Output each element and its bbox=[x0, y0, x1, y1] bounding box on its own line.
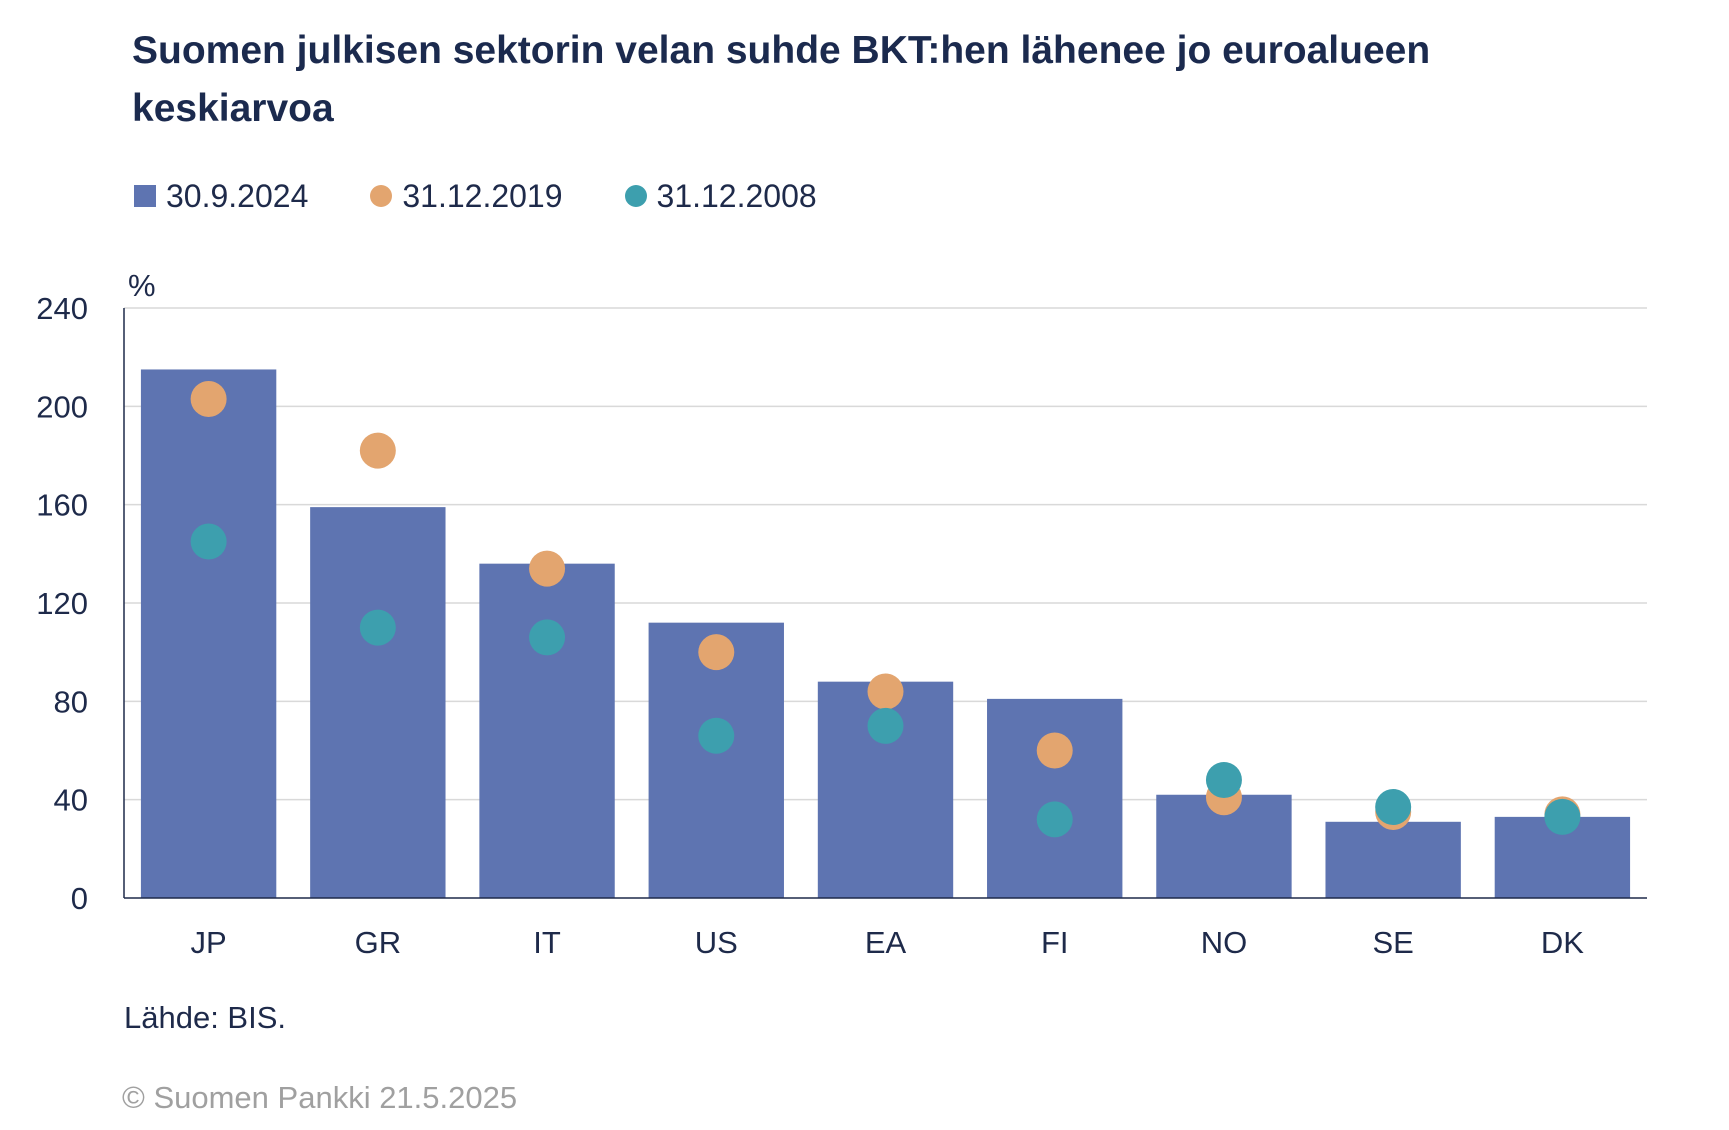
dot-2008-no bbox=[1205, 762, 1242, 798]
y-tick-label-0: 0 bbox=[71, 881, 88, 916]
y-tick-label-120: 120 bbox=[36, 586, 88, 621]
legend-label-2024: 30.9.2024 bbox=[166, 177, 309, 214]
x-tick-label-dk: DK bbox=[1541, 925, 1584, 960]
legend-label-2019: 31.12.2019 bbox=[402, 177, 563, 214]
legend-item-2008: 31.12.2008 bbox=[624, 177, 817, 215]
legend-swatch-2024 bbox=[134, 185, 156, 207]
dot-2008-us bbox=[698, 717, 735, 754]
dot-2019-fi bbox=[1036, 732, 1073, 769]
dot-2008-fi bbox=[1036, 801, 1073, 838]
x-tick-label-se: SE bbox=[1372, 925, 1413, 960]
x-tick-label-ea: EA bbox=[865, 925, 907, 960]
legend-item-2019: 31.12.2019 bbox=[370, 177, 563, 215]
x-tick-label-fi: FI bbox=[1041, 925, 1069, 960]
dot-2008-se bbox=[1375, 789, 1412, 826]
dot-2008-it bbox=[529, 619, 566, 656]
y-tick-label-160: 160 bbox=[36, 488, 88, 523]
legend-item-2024: 30.9.2024 bbox=[134, 178, 308, 215]
bar-chart: 0 40 80 120 160 200 240% JP GR IT US EA FI NO SE DK bbox=[36, 268, 1647, 960]
dot-2019-jp bbox=[190, 380, 227, 417]
legend-label-2008: 31.12.2008 bbox=[656, 177, 817, 214]
x-tick-label-it: IT bbox=[533, 925, 561, 960]
bar-se bbox=[1325, 821, 1461, 898]
y-tick-label-80: 80 bbox=[54, 684, 88, 719]
y-tick-label-200: 200 bbox=[36, 389, 88, 424]
dot-2019-gr bbox=[359, 432, 396, 469]
chart-title: Suomen julkisen sektorin velan suhde BKT… bbox=[132, 29, 1431, 130]
x-tick-label-no: NO bbox=[1201, 925, 1248, 960]
dot-2019-ea bbox=[867, 673, 904, 710]
bar-jp bbox=[140, 369, 277, 898]
legend-swatch-2008 bbox=[624, 185, 647, 207]
x-tick-label-gr: GR bbox=[355, 925, 402, 960]
dot-2008-dk bbox=[1544, 798, 1581, 835]
bar-gr bbox=[310, 507, 446, 898]
dot-2019-it bbox=[529, 550, 566, 587]
dot-2019-us bbox=[698, 634, 735, 671]
chart-legend: 30.9.2024 31.12.2019 31.12.2008 bbox=[134, 176, 879, 216]
dot-2008-jp bbox=[190, 523, 227, 560]
y-tick-label-240: 240 bbox=[36, 291, 88, 326]
x-tick-label-us: US bbox=[695, 925, 738, 960]
bar-fi bbox=[987, 698, 1123, 898]
bar-it bbox=[479, 563, 615, 898]
x-tick-label-jp: JP bbox=[191, 925, 227, 960]
dot-2008-gr bbox=[359, 609, 396, 646]
y-axis-unit: % bbox=[128, 268, 156, 303]
dot-2008-ea bbox=[867, 707, 904, 744]
legend-swatch-2019 bbox=[370, 185, 393, 207]
source-note: Lähde: BIS. bbox=[124, 1000, 287, 1035]
y-tick-label-40: 40 bbox=[54, 783, 88, 818]
copyright-note: © Suomen Pankki 21.5.2025 bbox=[122, 1080, 518, 1115]
